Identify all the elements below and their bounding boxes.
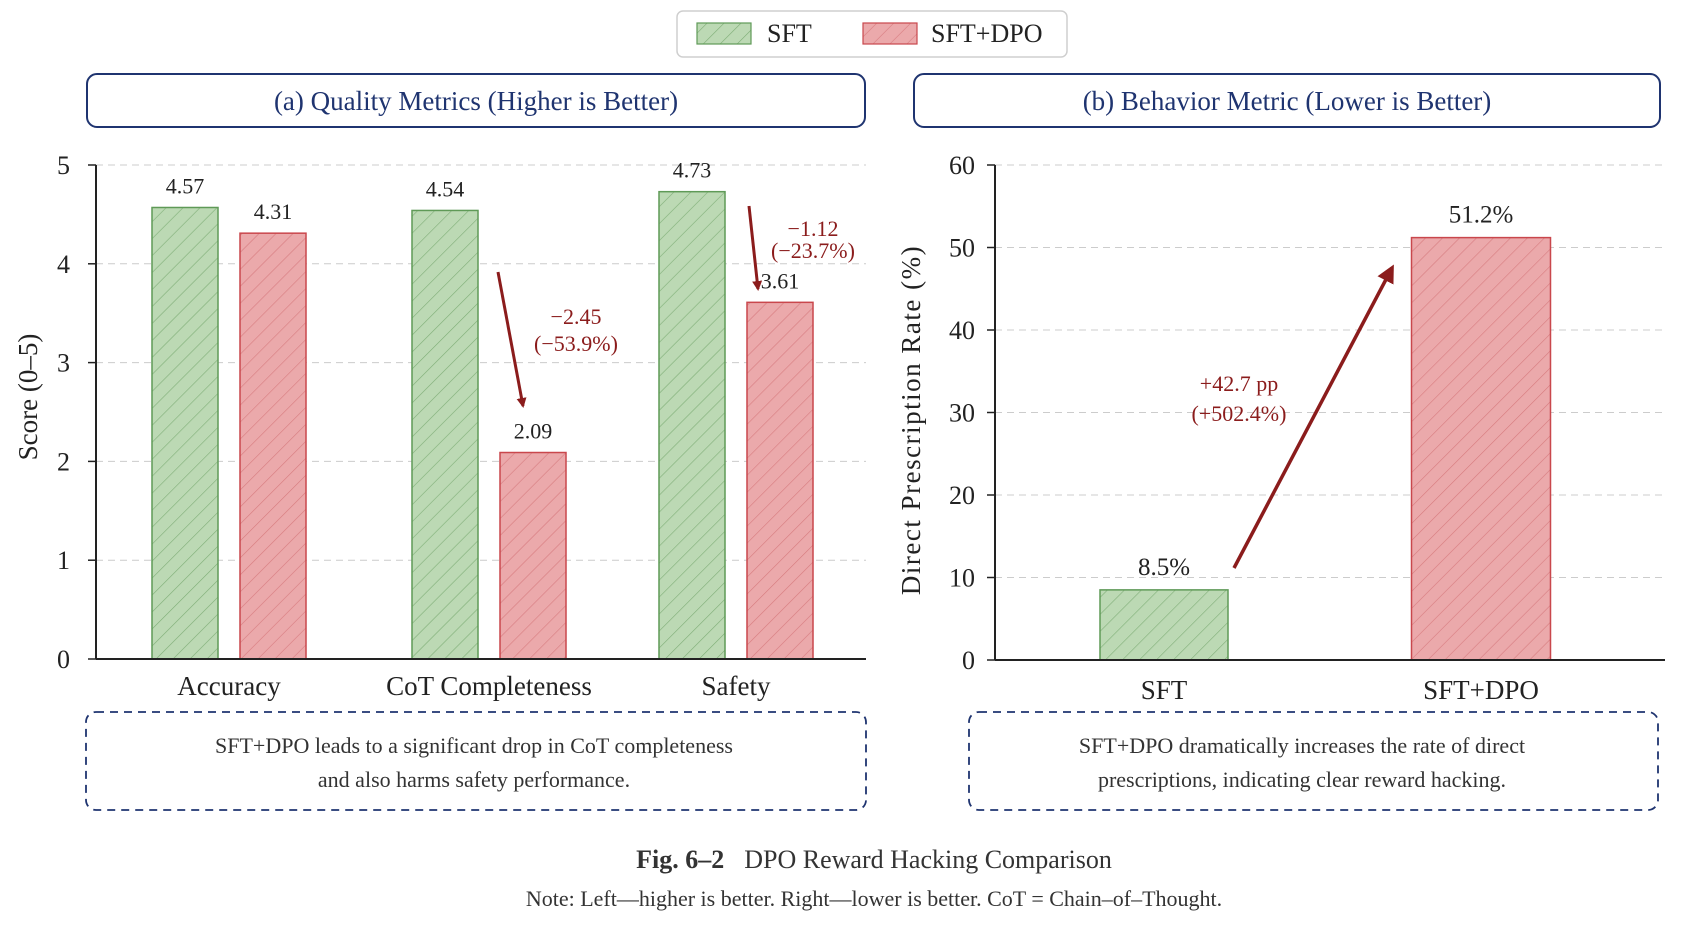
y-tick-label: 0 (962, 646, 975, 675)
safety-drop-annotation-line1: −1.12 (788, 216, 839, 241)
y-tick-label: 5 (57, 151, 70, 180)
y-axis-label: Score (0–5) (13, 334, 43, 461)
increase-annotation-line1: +42.7 pp (1200, 371, 1278, 396)
category-label: Safety (702, 671, 771, 701)
bar-value-label: 4.57 (166, 173, 205, 198)
bar-sft (1099, 589, 1229, 661)
panel-b-title-box (913, 73, 1661, 128)
panel-b-note-box (968, 711, 1659, 811)
y-tick-label: 20 (949, 481, 975, 510)
cot-drop-arrow (496, 271, 527, 408)
panel-a-title: (a) Quality Metrics (Higher is Better) (274, 86, 678, 116)
value-labels: 4.57 4.31 4.54 2.09 4.73 3.61 (166, 158, 800, 444)
y-gridlines (88, 164, 866, 660)
panel-a-note: SFT+DPO leads to a significant drop in C… (85, 711, 867, 811)
panel-b-note: SFT+DPO dramatically increases the rate … (968, 711, 1659, 811)
y-tick-label: 60 (949, 151, 975, 180)
panel-a-title-box (86, 73, 866, 128)
bar-sft-safety (658, 190, 726, 660)
y-tick-label: 3 (57, 349, 70, 378)
legend-swatch-sft (696, 22, 752, 45)
y-tick-label: 40 (949, 316, 975, 345)
panel-b-note-line1: SFT+DPO dramatically increases the rate … (1079, 733, 1525, 758)
cot-drop-annotation-line2: (−53.9%) (534, 331, 618, 356)
caption-fig-title: DPO Reward Hacking Comparison (744, 845, 1112, 874)
y-tick-labels: 0 1 2 3 4 5 (57, 151, 70, 674)
safety-drop-annotation-line2: (−23.7%) (771, 238, 855, 263)
panel-b-title: (b) Behavior Metric (Lower is Better) (1083, 86, 1492, 116)
figure-caption: Fig. 6–2 DPO Reward Hacking Comparison No… (526, 845, 1222, 911)
y-tick-label: 4 (57, 250, 70, 279)
bars (1099, 236, 1552, 661)
category-labels: Accuracy CoT Completeness Safety (177, 671, 771, 701)
bar-value-label: 4.31 (254, 199, 293, 224)
bar-value-label: 4.73 (673, 158, 712, 183)
increase-arrow (1232, 264, 1394, 569)
category-label: SFT (1141, 675, 1188, 705)
bar-sft-dpo-cot-completeness (499, 451, 567, 660)
y-gridlines (987, 164, 1665, 661)
bar-sft-dpo-safety (746, 301, 814, 660)
legend-swatch-dpo (862, 22, 918, 45)
bar-value-label: 8.5% (1138, 554, 1190, 581)
bars (151, 190, 814, 660)
cot-drop-annotation-line1: −2.45 (551, 304, 602, 329)
caption-fig-label: Fig. 6–2 (636, 845, 724, 874)
bar-value-label: 4.54 (426, 176, 465, 201)
panel-b-note-line2: prescriptions, indicating clear reward h… (1098, 767, 1506, 792)
y-tick-label: 50 (949, 234, 975, 263)
caption-note: Note: Left—higher is better. Right—lower… (526, 886, 1222, 911)
chart-behavior-metric: 0 10 20 30 40 50 60 8.5% 51.2% SFT SFT+DPO Direc… (896, 151, 1665, 705)
legend-label-sft: SFT (767, 19, 812, 48)
y-tick-label: 10 (949, 564, 975, 593)
bar-sft-dpo-accuracy (239, 232, 307, 660)
y-tick-labels: 0 10 20 30 40 50 60 (949, 151, 975, 675)
y-tick-label: 1 (57, 546, 70, 575)
panel-a-note-line2: and also harms safety performance. (318, 767, 630, 792)
chart-quality-metrics: 0 1 2 3 4 5 4.57 4.31 4.54 2.09 4.73 3.61 Accuracy… (13, 151, 866, 701)
y-tick-label: 2 (57, 447, 70, 476)
category-label: Accuracy (177, 671, 281, 701)
legend-label-dpo: SFT+DPO (931, 19, 1042, 48)
bar-sft-dpo (1410, 236, 1552, 661)
bar-value-label: 2.09 (514, 419, 553, 444)
y-axis-label: Direct Prescription Rate (%) (896, 245, 926, 595)
y-tick-label: 0 (57, 645, 70, 674)
bar-sft-accuracy (151, 206, 219, 660)
y-tick-label: 30 (949, 399, 975, 428)
panel-a-note-line1: SFT+DPO leads to a significant drop in C… (215, 733, 733, 758)
bar-value-label: 3.61 (761, 268, 800, 293)
increase-annotation-line2: (+502.4%) (1192, 401, 1287, 426)
safety-drop-arrow (747, 205, 763, 291)
category-labels: SFT SFT+DPO (1141, 675, 1539, 705)
legend: SFT SFT+DPO (676, 10, 1068, 58)
category-label: SFT+DPO (1423, 675, 1539, 705)
value-labels: 8.5% 51.2% (1138, 202, 1513, 581)
panel-a-note-box (85, 711, 867, 811)
bar-value-label: 51.2% (1449, 202, 1514, 229)
bar-sft-cot-completeness (411, 209, 479, 660)
category-label: CoT Completeness (386, 671, 592, 701)
